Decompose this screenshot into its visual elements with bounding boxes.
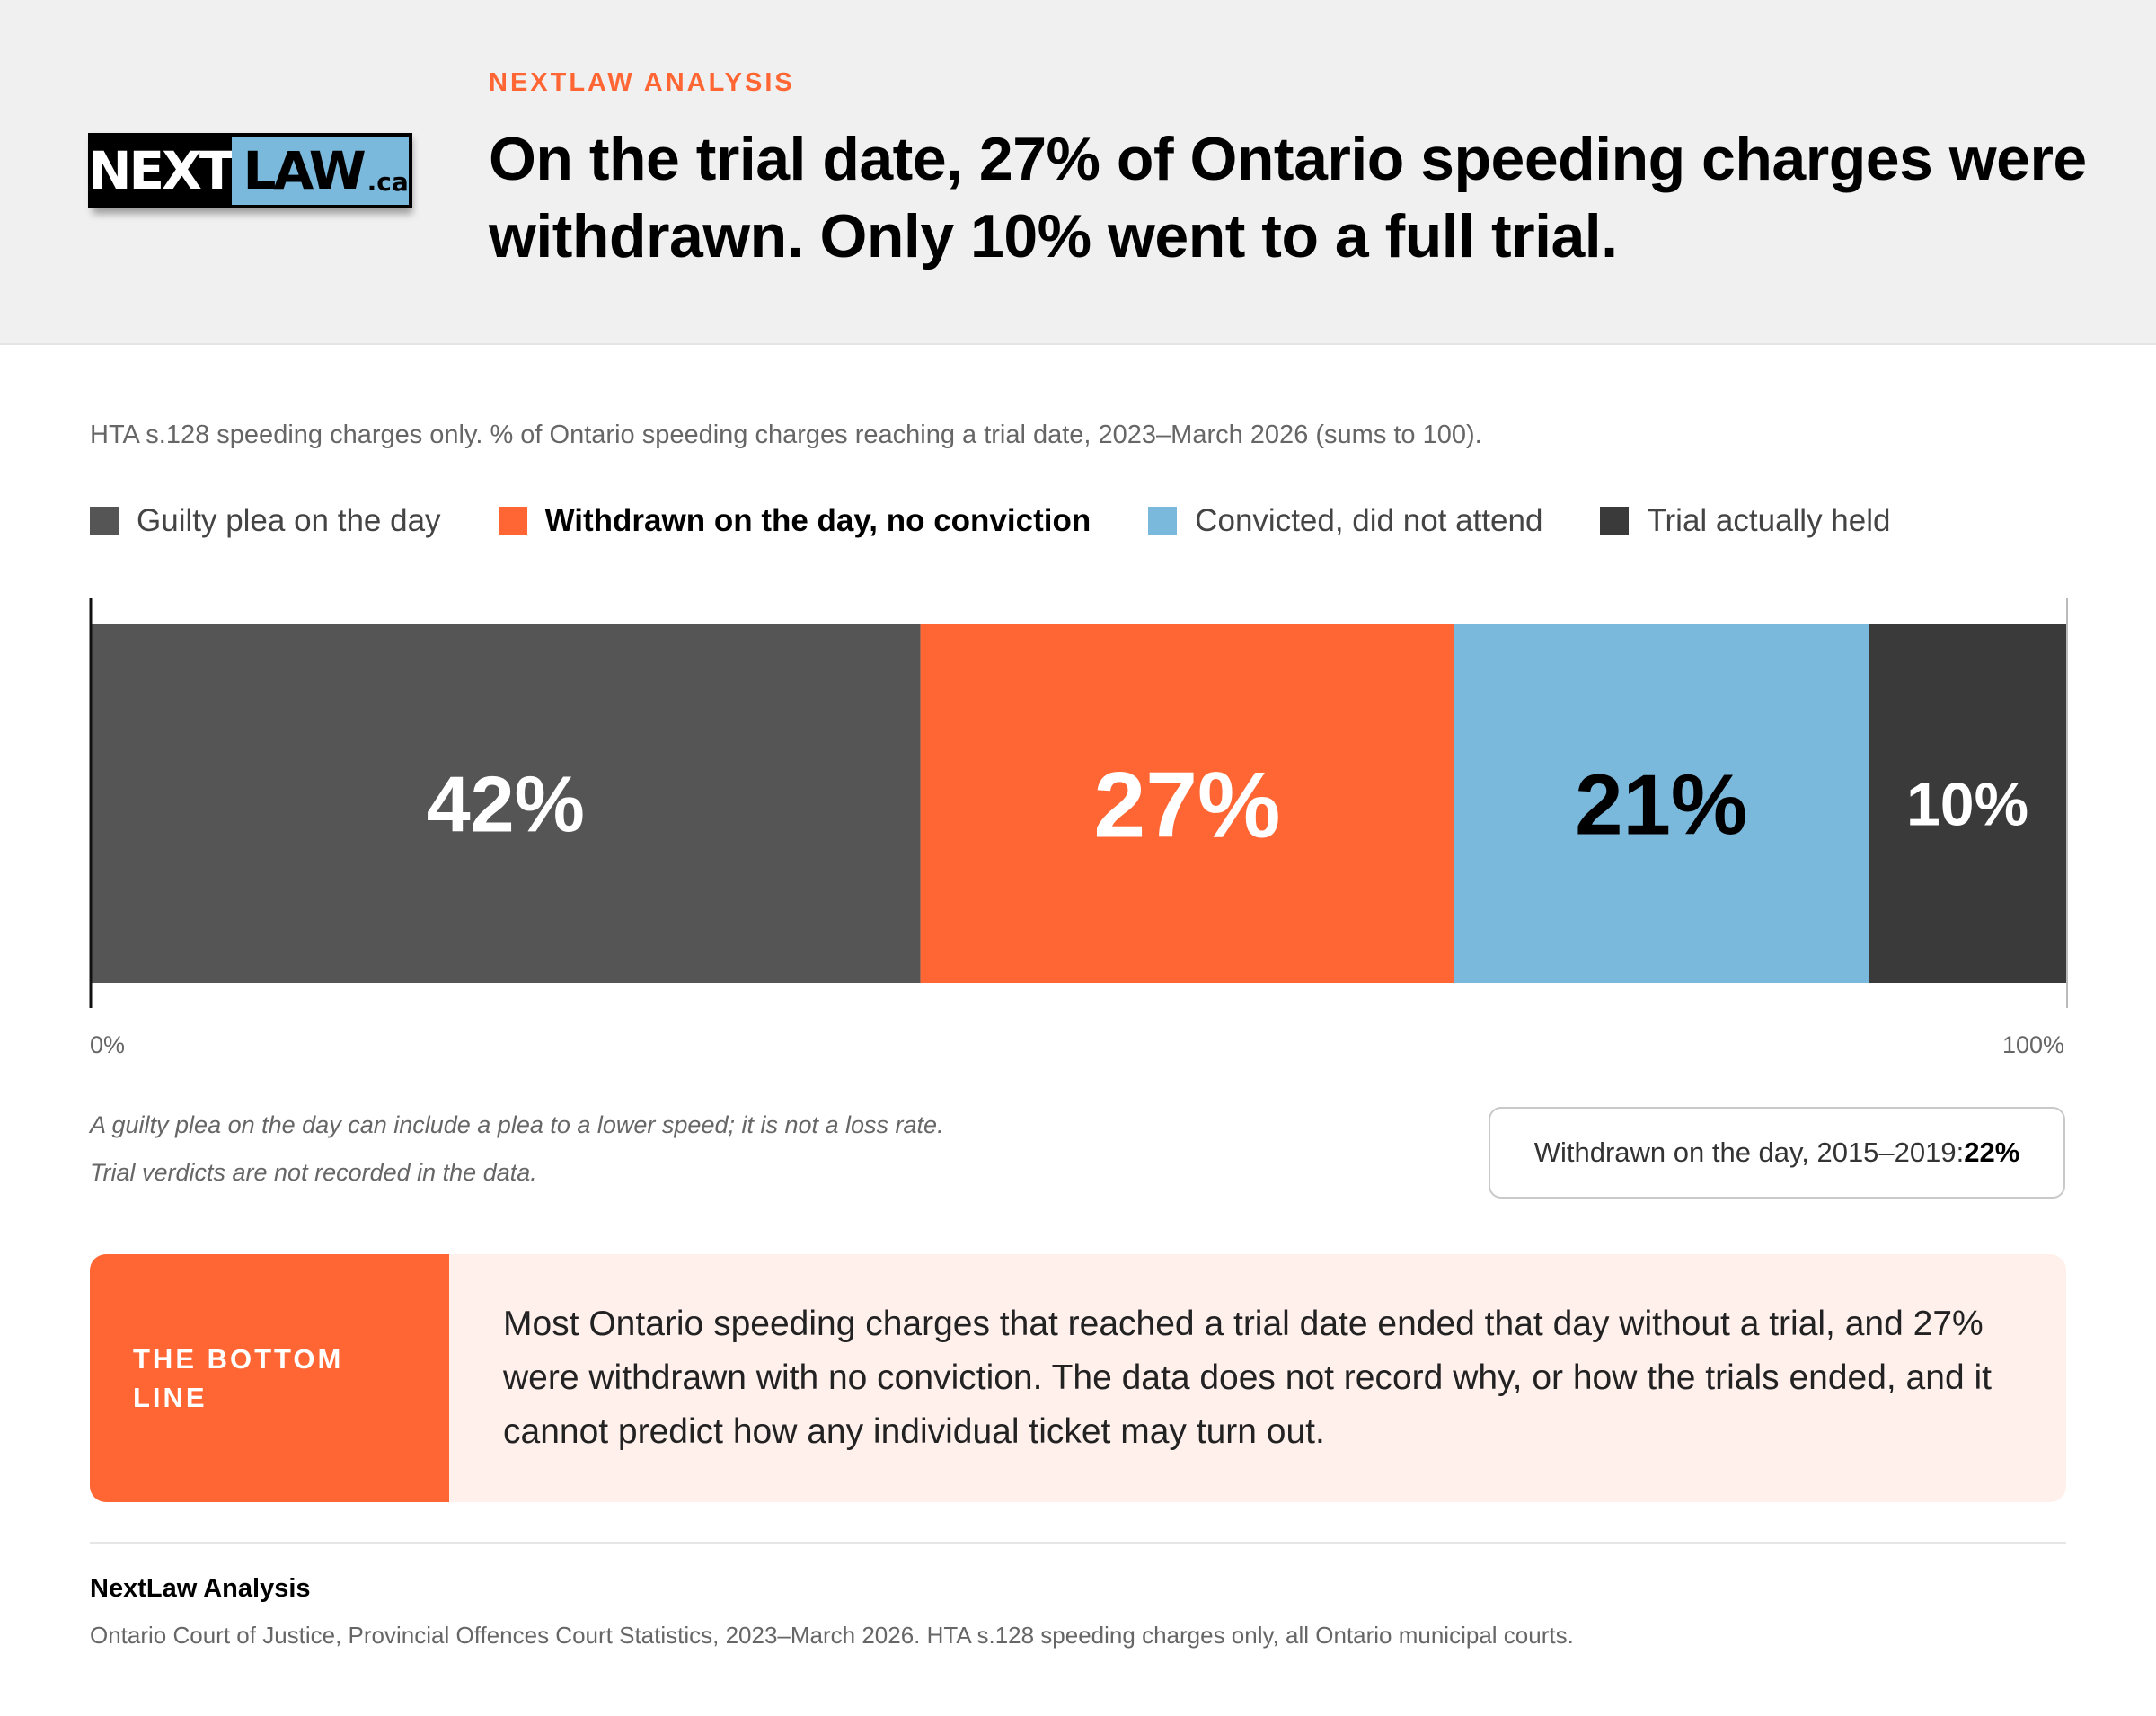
source-text: Ontario Court of Justice, Provincial Off… xyxy=(90,1622,1574,1649)
legend-swatch xyxy=(1600,507,1630,535)
header-band: NEXT LAW .ca NEXTLAW ANALYSIS On the tri… xyxy=(0,0,2156,345)
source-title: NextLaw Analysis xyxy=(90,1574,311,1603)
legend-item-guilty-plea: Guilty plea on the day xyxy=(90,503,441,539)
x-tick-label-100: 100% xyxy=(2001,1031,2064,1058)
kicker: NEXTLAW ANALYSIS xyxy=(489,68,795,97)
logo-law-text: LAW xyxy=(243,140,366,201)
logo-next-text: NEXT xyxy=(88,133,234,208)
note-trial-verdicts: Trial verdicts are not recorded in the d… xyxy=(90,1159,537,1186)
legend-swatch xyxy=(90,507,119,535)
bottom-line-box: THE BOTTOM LINE Most Ontario speeding ch… xyxy=(90,1254,2066,1502)
divider xyxy=(90,1542,2066,1544)
historical-callout: Withdrawn on the day, 2015–2019: 22% xyxy=(1489,1107,2065,1199)
data-label-withdrawn-on-the-day-no-conviction: 27% xyxy=(1093,753,1280,857)
nextlaw-logo[interactable]: NEXT LAW .ca xyxy=(88,133,412,208)
x-tick-label-0: 0% xyxy=(90,1031,126,1058)
chart-subtitle: HTA s.128 speeding charges only. % of On… xyxy=(90,420,1482,449)
bar-segment-withdrawn-on-the-day-no-conviction xyxy=(920,624,1454,983)
legend-item-convicted: Convicted, did not attend xyxy=(1148,503,1542,539)
legend-item-withdrawn: Withdrawn on the day, no conviction xyxy=(498,503,1091,539)
stacked-bar-chart: 42% 27% 21% 10% xyxy=(89,598,2068,1008)
chart-legend: Guilty plea on the day Withdrawn on the … xyxy=(90,501,1948,541)
logo-ca-text: .ca xyxy=(367,166,409,197)
legend-swatch xyxy=(1148,507,1178,535)
note-guilty-plea: A guilty plea on the day can include a p… xyxy=(90,1111,944,1138)
bar-segment-convicted-did-not-attend xyxy=(1454,624,1869,983)
legend-swatch xyxy=(498,507,527,535)
data-label-guilty-plea-on-the-day: 42% xyxy=(427,760,585,849)
bottom-line-label: THE BOTTOM LINE xyxy=(90,1254,449,1502)
callout-value: 22% xyxy=(1964,1137,2020,1168)
data-label-convicted-did-not-attend: 21% xyxy=(1575,757,1747,854)
callout-label: Withdrawn on the day, 2015–2019: xyxy=(1533,1137,1965,1168)
data-label-trial-actually-held: 10% xyxy=(1906,770,2028,838)
legend-label: Trial actually held xyxy=(1647,503,1891,538)
bar-segment-trial-actually-held xyxy=(1869,624,2066,983)
legend-item-trial-held: Trial actually held xyxy=(1600,503,1890,539)
legend-label: Guilty plea on the day xyxy=(137,503,441,538)
legend-label: Convicted, did not attend xyxy=(1195,503,1543,538)
page-title: On the trial date, 27% of Ontario speedi… xyxy=(489,125,2087,270)
bottom-line-text: Most Ontario speeding charges that reach… xyxy=(503,1305,1992,1451)
bar-segment-guilty-plea-on-the-day xyxy=(91,624,921,983)
logo-law-box: LAW .ca xyxy=(232,133,412,208)
legend-label: Withdrawn on the day, no conviction xyxy=(544,503,1091,538)
